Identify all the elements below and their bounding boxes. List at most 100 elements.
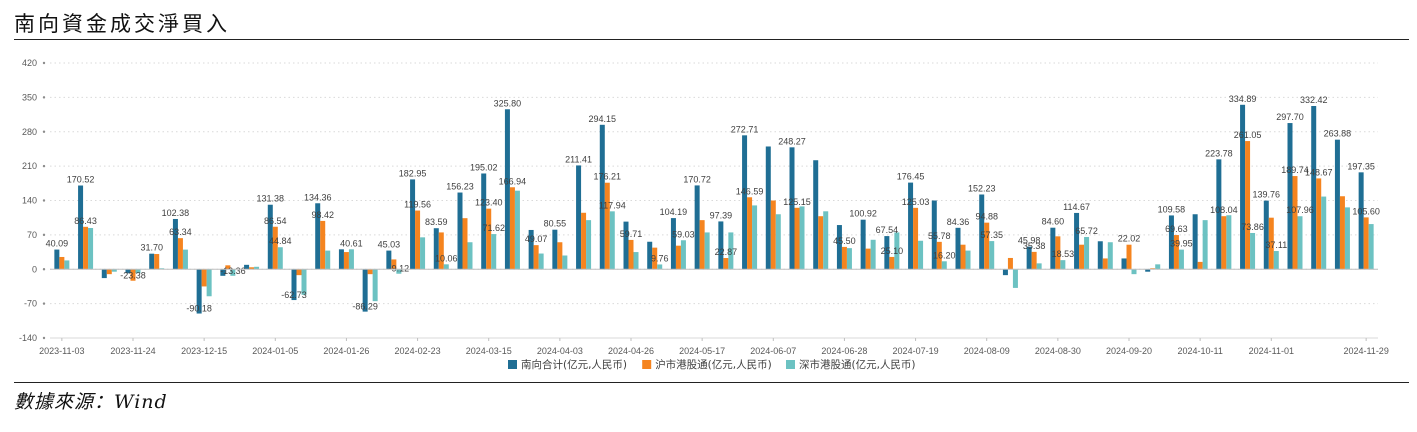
bar [581, 212, 587, 270]
title-divider [14, 39, 1409, 40]
bar [633, 252, 639, 270]
legend-swatch [786, 360, 795, 369]
bar [675, 245, 681, 270]
data-label: 272.71 [731, 124, 759, 134]
bar [481, 173, 487, 270]
bar [325, 250, 331, 270]
bar [1263, 200, 1269, 270]
data-label: 223.78 [1205, 148, 1233, 158]
data-label: 59.03 [672, 229, 695, 239]
bar [965, 250, 971, 270]
bar [652, 247, 658, 270]
bar [747, 197, 753, 270]
bar [799, 206, 805, 270]
data-label: 39.95 [1170, 239, 1193, 249]
bar [728, 232, 734, 270]
bar [1155, 264, 1161, 270]
gridlines [50, 62, 1378, 339]
bar [220, 269, 226, 276]
bar [870, 239, 876, 270]
data-label: 104.19 [660, 207, 688, 217]
bar [111, 269, 117, 272]
bar [348, 249, 354, 270]
y-tick-mark [42, 61, 46, 65]
legend: 南向合计(亿元,人民币) 沪市港股通(亿元,人民币) 深市港股通(亿元,人民币) [508, 358, 916, 371]
bar [860, 219, 866, 270]
data-label: 123.40 [475, 198, 503, 208]
x-tick-label: 2023-11-03 [39, 346, 84, 356]
bar [865, 248, 871, 270]
bar [125, 269, 131, 274]
bar [680, 240, 686, 270]
bar [599, 124, 605, 270]
y-tick-label: 420 [22, 58, 37, 68]
bar [557, 242, 563, 270]
bar [604, 182, 610, 270]
bar [54, 249, 60, 270]
data-label: 105.60 [1352, 206, 1380, 216]
x-tick-label: 2024-11-29 [1343, 346, 1388, 356]
data-label: 83.59 [425, 217, 448, 227]
bar [1079, 244, 1085, 270]
bar [410, 179, 416, 270]
data-label: 117.94 [599, 200, 626, 210]
bar [1358, 172, 1364, 270]
data-label: 325.80 [494, 98, 522, 108]
bar [362, 269, 368, 312]
bar [1192, 214, 1198, 270]
data-label: 45.98 [1018, 236, 1041, 246]
data-label: 44.84 [269, 236, 292, 246]
data-label: 22.02 [1118, 234, 1141, 244]
bar [1321, 196, 1327, 270]
bar [1178, 249, 1184, 270]
data-label: -9.12 [389, 264, 410, 274]
bar [984, 222, 990, 270]
bar [770, 200, 776, 270]
bar [623, 221, 629, 270]
data-label: 10.06 [435, 253, 458, 263]
data-label: 16.20 [933, 250, 956, 260]
bar [1368, 224, 1374, 270]
data-label: 55.78 [928, 231, 951, 241]
bar [1221, 216, 1227, 270]
bar [78, 185, 84, 270]
bar [884, 236, 890, 270]
bar [64, 260, 70, 270]
data-label: 45.50 [833, 236, 856, 246]
footer-divider [14, 382, 1409, 383]
data-label: 18.53 [1052, 249, 1075, 259]
bar [504, 109, 510, 270]
data-label: 80.55 [544, 219, 567, 229]
bar [301, 269, 307, 295]
bar [1311, 106, 1317, 270]
data-label: 84.60 [1042, 217, 1065, 227]
data-label: 35.38 [1023, 241, 1046, 251]
bar [1131, 269, 1137, 275]
bar [1250, 232, 1256, 270]
bar [989, 241, 995, 270]
y-tick-mark [42, 199, 46, 202]
bar [196, 269, 202, 314]
bar [433, 228, 439, 270]
bar [272, 226, 278, 270]
bar [83, 226, 89, 270]
data-label: -23.38 [120, 271, 146, 281]
data-label: 170.72 [683, 174, 711, 184]
bar [1145, 269, 1151, 272]
bar [254, 266, 260, 270]
data-label: 73.86 [1241, 222, 1264, 232]
bar [267, 204, 273, 270]
y-tick-mark [42, 268, 46, 271]
bar [699, 220, 705, 270]
bar [533, 245, 539, 270]
x-tick-label: 2024-11-01 [1249, 346, 1294, 356]
bar [291, 269, 297, 301]
bar [438, 232, 444, 270]
data-label: 86.43 [74, 216, 97, 226]
data-label: 37.11 [1265, 240, 1287, 250]
data-label: 294.15 [589, 114, 617, 124]
bar [670, 218, 676, 270]
x-tick-label: 2024-01-05 [252, 346, 298, 356]
bar [1268, 217, 1274, 270]
y-tick-label: 0 [32, 264, 37, 274]
